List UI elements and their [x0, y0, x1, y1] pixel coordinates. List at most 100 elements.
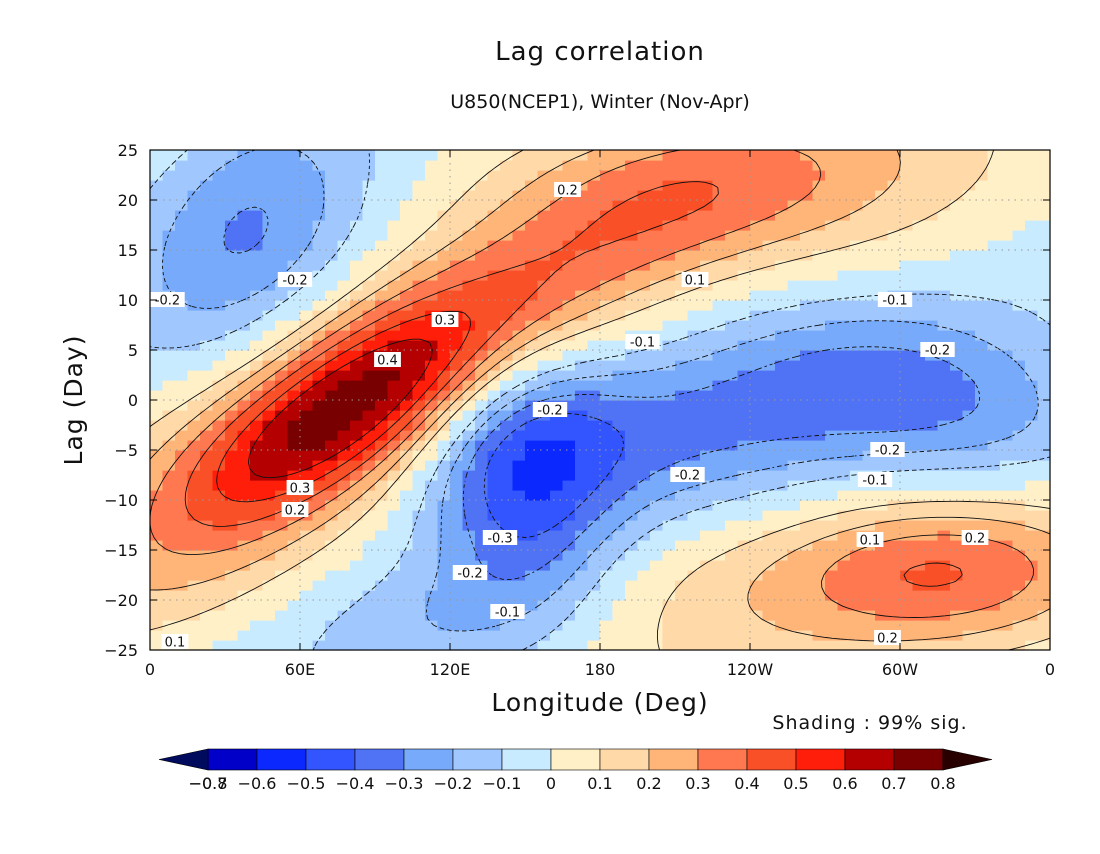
heatmap-cell	[475, 580, 489, 591]
heatmap-cell	[987, 180, 1001, 191]
heatmap-cell	[1012, 540, 1026, 551]
heatmap-cell	[1000, 440, 1014, 451]
heatmap-cell	[187, 460, 201, 471]
heatmap-cell	[337, 180, 351, 191]
heatmap-cell	[475, 310, 489, 321]
heatmap-cell	[712, 220, 726, 231]
heatmap-cell	[150, 390, 164, 401]
heatmap-cell	[250, 330, 264, 341]
heatmap-cell	[562, 330, 576, 341]
heatmap-cell	[300, 310, 314, 321]
heatmap-cell	[1025, 270, 1039, 281]
heatmap-cell	[400, 210, 414, 221]
heatmap-cell	[750, 590, 764, 601]
heatmap-cell	[962, 470, 976, 481]
heatmap-cell	[587, 410, 601, 421]
heatmap-cell	[1025, 380, 1039, 391]
heatmap-cell	[900, 210, 914, 221]
heatmap-cell	[350, 440, 364, 451]
heatmap-cell	[562, 500, 576, 511]
heatmap-cell	[237, 260, 251, 271]
heatmap-cell	[812, 150, 826, 161]
heatmap-cell	[337, 150, 351, 161]
heatmap-cell	[150, 270, 164, 281]
heatmap-cell	[850, 230, 864, 241]
heatmap-cell	[800, 520, 814, 531]
heatmap-cell	[675, 250, 689, 261]
heatmap-cell	[187, 370, 201, 381]
heatmap-cell	[700, 550, 714, 561]
y-tick-label: −25	[104, 641, 138, 660]
heatmap-cell	[175, 570, 189, 581]
heatmap-cell	[987, 170, 1001, 181]
heatmap-cell	[512, 170, 526, 181]
heatmap-cell	[500, 410, 514, 421]
heatmap-cell	[375, 190, 389, 201]
heatmap-cell	[687, 390, 701, 401]
heatmap-cell	[575, 270, 589, 281]
heatmap-cell	[225, 500, 239, 511]
heatmap-cell	[462, 510, 476, 521]
heatmap-cell	[187, 150, 201, 161]
heatmap-cell	[412, 300, 426, 311]
y-tick-label: 25	[118, 141, 138, 160]
heatmap-cell	[712, 240, 726, 251]
heatmap-cell	[350, 470, 364, 481]
heatmap-cell	[425, 220, 439, 231]
heatmap-cell	[950, 400, 964, 411]
heatmap-cell	[350, 370, 364, 381]
heatmap-cell	[187, 570, 201, 581]
heatmap-cell	[837, 630, 851, 641]
heatmap-cell	[775, 610, 789, 621]
heatmap-cell	[400, 270, 414, 281]
heatmap-cell	[375, 500, 389, 511]
heatmap-cell	[700, 420, 714, 431]
heatmap-cell	[675, 210, 689, 221]
heatmap-cell	[812, 610, 826, 621]
heatmap-cell	[162, 450, 176, 461]
heatmap-cell	[712, 520, 726, 531]
heatmap-cell	[825, 390, 839, 401]
heatmap-cell	[525, 370, 539, 381]
heatmap-cell	[937, 450, 951, 461]
heatmap-cell	[612, 480, 626, 491]
heatmap-cell	[925, 580, 939, 591]
heatmap-cell	[750, 210, 764, 221]
heatmap-cell	[800, 450, 814, 461]
heatmap-cell	[225, 470, 239, 481]
contour-label: -0.1	[877, 292, 913, 309]
heatmap-cell	[500, 630, 514, 641]
heatmap-cell	[725, 580, 739, 591]
heatmap-cell	[237, 590, 251, 601]
heatmap-cell	[987, 270, 1001, 281]
heatmap-cell	[900, 410, 914, 421]
heatmap-cell	[337, 500, 351, 511]
heatmap-cell	[612, 430, 626, 441]
heatmap-cell	[212, 360, 226, 371]
heatmap-cell	[325, 500, 339, 511]
heatmap-cell	[750, 450, 764, 461]
heatmap-cell	[750, 540, 764, 551]
heatmap-cell	[837, 160, 851, 171]
heatmap-cell	[575, 210, 589, 221]
heatmap-cell	[962, 520, 976, 531]
heatmap-cell	[862, 370, 876, 381]
heatmap-cell	[500, 540, 514, 551]
heatmap-cell	[962, 460, 976, 471]
heatmap-cell	[800, 240, 814, 251]
contour-label-bg	[877, 292, 913, 307]
heatmap-cell	[675, 430, 689, 441]
heatmap-cell	[750, 490, 764, 501]
heatmap-cell	[275, 470, 289, 481]
heatmap-cell	[850, 280, 864, 291]
heatmap-cell	[837, 540, 851, 551]
heatmap-cell	[200, 610, 214, 621]
heatmap-cell	[350, 560, 364, 571]
heatmap-cell	[887, 270, 901, 281]
heatmap-cell	[525, 400, 539, 411]
heatmap-cell	[362, 200, 376, 211]
heatmap-cell	[537, 340, 551, 351]
heatmap-cell	[750, 250, 764, 261]
heatmap-cell	[975, 630, 989, 641]
heatmap-cell	[200, 260, 214, 271]
